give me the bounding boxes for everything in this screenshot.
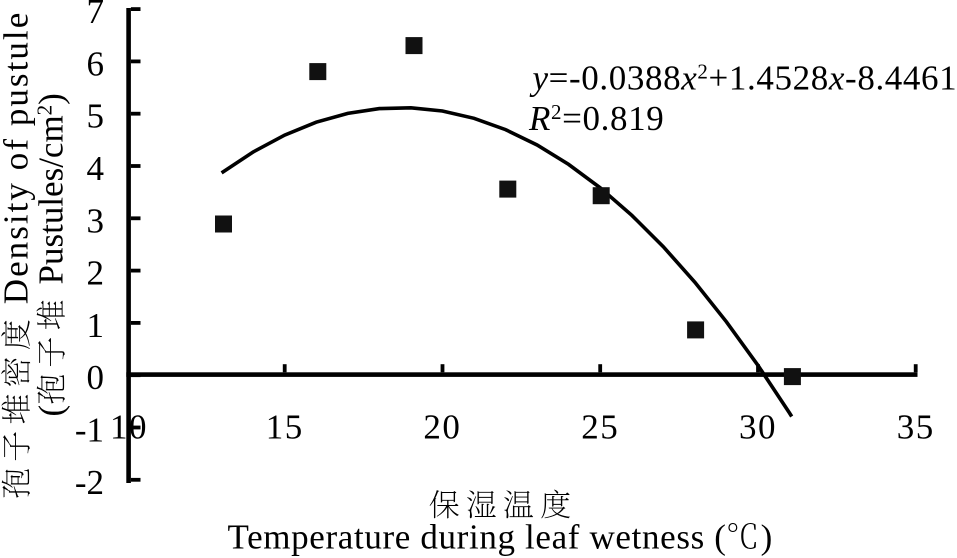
svg-text:5: 5 <box>87 97 105 136</box>
svg-text:y=-0.0388x2+1.4528x-8.4461: y=-0.0388x2+1.4528x-8.4461 <box>530 59 957 98</box>
svg-text:6: 6 <box>87 44 105 83</box>
svg-text:7: 7 <box>87 0 105 31</box>
svg-text:Temperature during leaf wetnes: Temperature during leaf wetness ( <box>228 518 727 557</box>
svg-text:R2=0.819: R2=0.819 <box>528 99 664 138</box>
svg-text:30: 30 <box>739 407 777 446</box>
svg-text:15: 15 <box>266 407 304 446</box>
svg-text:1: 1 <box>87 306 105 345</box>
svg-text:20: 20 <box>423 407 461 446</box>
svg-text:35: 35 <box>897 407 935 446</box>
svg-text:10: 10 <box>110 407 148 446</box>
svg-text:): ) <box>761 518 773 557</box>
svg-text:(: ( <box>32 405 71 417</box>
svg-text:2: 2 <box>87 254 105 293</box>
svg-text:Pustules/cm2): Pustules/cm2) <box>32 93 71 293</box>
svg-text:3: 3 <box>87 201 105 240</box>
svg-text:Density of pustule: Density of pustule <box>0 11 36 305</box>
svg-text:0: 0 <box>87 358 105 397</box>
svg-text:25: 25 <box>581 407 619 446</box>
svg-text:-2: -2 <box>75 463 104 502</box>
svg-text:4: 4 <box>87 149 105 188</box>
svg-text:-1: -1 <box>75 411 104 450</box>
